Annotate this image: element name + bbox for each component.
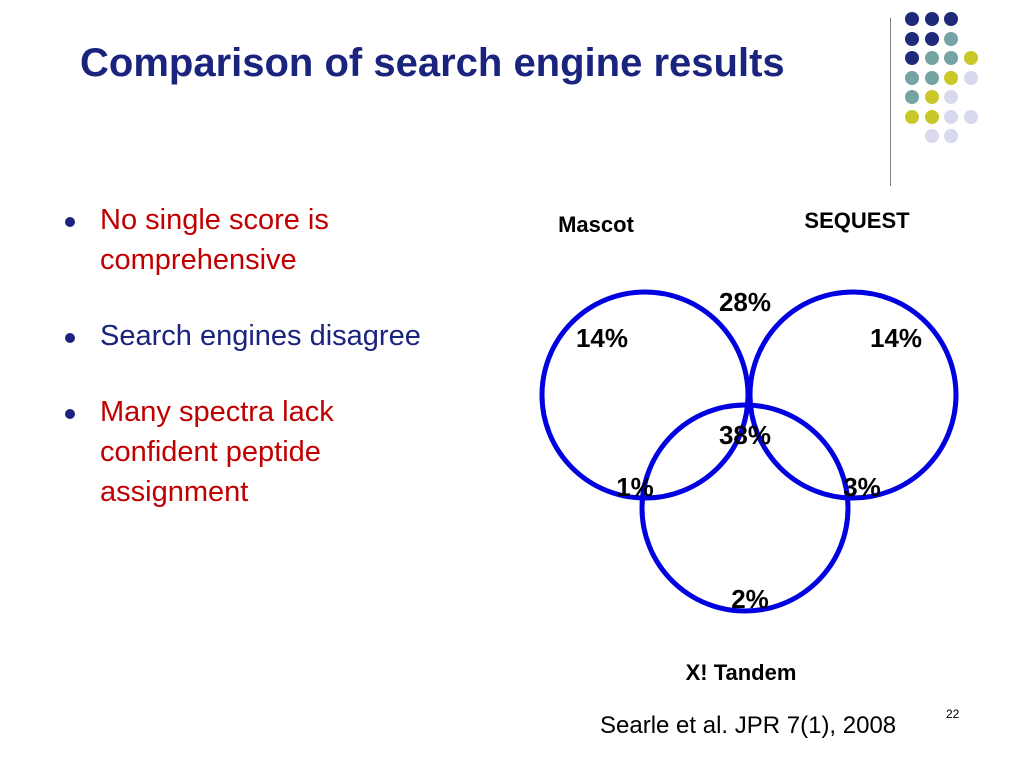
bullet-dot-icon	[65, 333, 75, 343]
decorative-dot	[944, 129, 958, 143]
decorative-dot	[963, 51, 978, 65]
region-all-three: 38%	[719, 420, 771, 450]
decorative-dot	[963, 70, 978, 85]
region-sequest-only: 14%	[870, 323, 922, 353]
region-mascot-only: 14%	[576, 323, 628, 353]
bullet-item: No single score is comprehensive	[60, 200, 440, 280]
decorative-dot	[944, 51, 958, 65]
bullet-dot-icon	[65, 409, 75, 419]
decorative-dot	[905, 70, 919, 85]
bullet-dot-icon	[65, 217, 75, 227]
region-sequest-xtandem: 3%	[843, 472, 881, 502]
decorative-dot	[944, 109, 958, 124]
region-mascot-sequest: 28%	[719, 287, 771, 317]
decorative-dot	[944, 90, 958, 104]
mascot-circle	[539, 289, 751, 501]
page-number: 22	[946, 707, 960, 721]
bullet-text: Many spectra lack confident peptide assi…	[100, 396, 334, 508]
xtandem-circle	[639, 402, 851, 614]
bullet-text: Search engines disagree	[100, 320, 421, 352]
decorative-dot	[963, 109, 978, 124]
decorative-dot-grid	[905, 12, 1015, 162]
decorative-dot	[944, 12, 958, 26]
decorative-dot	[905, 109, 919, 124]
bullet-item: Many spectra lack confident peptide assi…	[60, 392, 440, 512]
decorative-dot	[924, 109, 939, 124]
title-divider	[890, 18, 891, 186]
decorative-dot	[905, 90, 919, 104]
region-mascot-xtandem: 1%	[616, 472, 654, 502]
decorative-dot	[924, 12, 939, 26]
decorative-dot	[924, 90, 939, 104]
mascot-label: Mascot	[558, 212, 634, 237]
decorative-dot	[924, 31, 939, 46]
bullet-list: No single score is comprehensive Search …	[60, 200, 440, 548]
decorative-dot	[924, 70, 939, 85]
citation: Searle et al. JPR 7(1), 2008	[600, 712, 897, 739]
slide-title: Comparison of search engine results	[80, 41, 785, 85]
xtandem-label: X! Tandem	[686, 660, 797, 685]
sequest-circle	[747, 289, 959, 501]
bullet-item: Search engines disagree	[60, 316, 440, 356]
decorative-dot	[905, 31, 919, 46]
decorative-dot	[944, 31, 958, 46]
bullet-text: No single score is comprehensive	[100, 204, 329, 276]
sequest-label: SEQUEST	[804, 208, 910, 233]
decorative-dot	[924, 51, 939, 65]
region-xtandem-only: 2%	[731, 584, 769, 614]
decorative-dot	[905, 12, 919, 26]
decorative-dot	[924, 129, 939, 143]
venn-diagram: Mascot SEQUEST X! Tandem 14% 14% 28% 38%…	[539, 208, 959, 685]
decorative-dot	[944, 70, 958, 85]
decorative-dot	[905, 51, 919, 65]
